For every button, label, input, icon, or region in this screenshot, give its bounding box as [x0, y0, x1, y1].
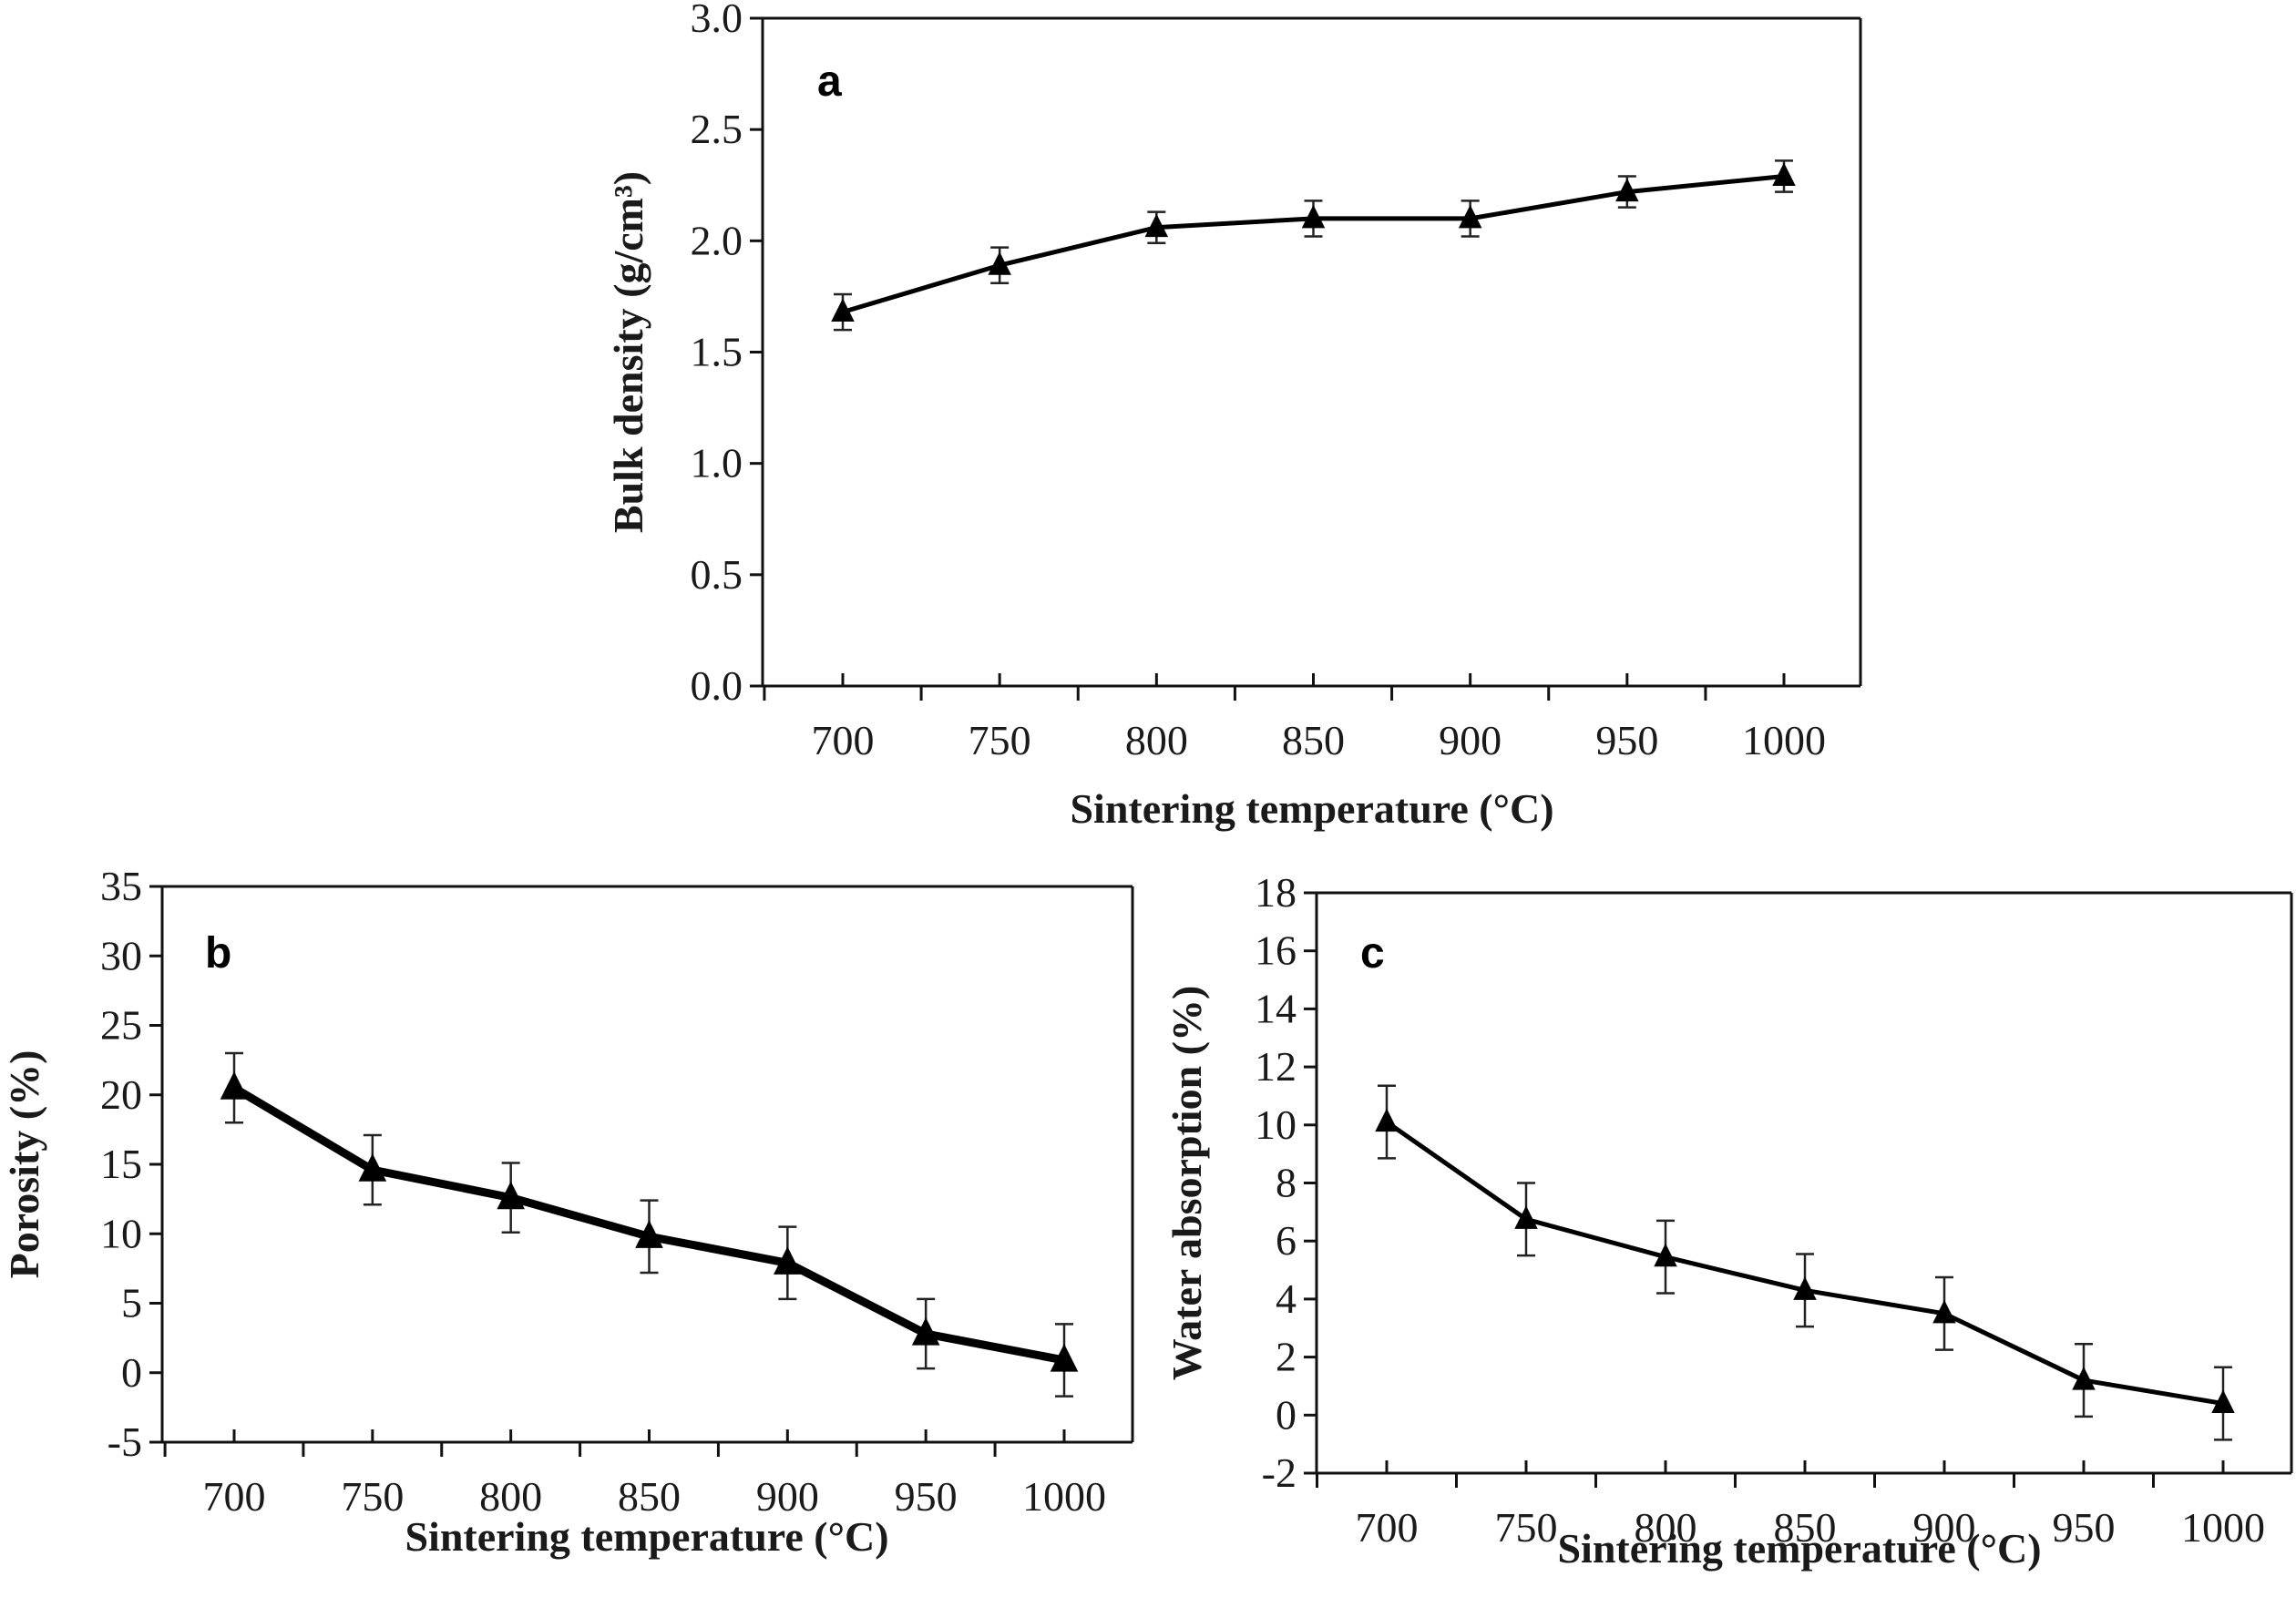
- data-point-triangle: [1514, 1205, 1538, 1229]
- y-tick-label: -5: [108, 1418, 142, 1465]
- y-tick-label: 18: [1255, 869, 1297, 916]
- data-point-triangle: [911, 1317, 940, 1346]
- y-tick-label: 1.5: [691, 329, 743, 375]
- x-tick-label: 950: [1595, 717, 1658, 763]
- chart-panel-a: 0.0 0.5 1.0 1.5 2.0 2.5 3.0 700 750 800 850 900 950 1…: [605, 0, 1862, 832]
- data-point-triangle: [1772, 162, 1796, 186]
- data-point-triangle: [1301, 204, 1326, 229]
- y-tick-label: 14: [1255, 985, 1297, 1031]
- x-tick-label: 900: [1913, 1504, 1976, 1551]
- y-tick-label: 20: [100, 1071, 142, 1118]
- x-tick-label: 800: [1125, 717, 1188, 763]
- data-point-triangle: [1615, 178, 1639, 202]
- x-tick-label: 850: [618, 1473, 681, 1520]
- x-tick-label: 950: [895, 1473, 958, 1520]
- data-point-triangle: [358, 1153, 387, 1182]
- data-point-triangle: [831, 298, 855, 323]
- y-axis-title: Bulk density (g/cm³): [605, 171, 651, 533]
- x-tick-label: 750: [1495, 1504, 1558, 1551]
- data-point-triangle: [1050, 1344, 1079, 1372]
- y-tick-label: 0: [1276, 1391, 1297, 1438]
- y-tick-label: 30: [100, 932, 142, 978]
- data-point-triangle: [988, 251, 1011, 275]
- y-axis-title: Water absorption (%): [1163, 986, 1210, 1381]
- y-tick-label: 5: [121, 1280, 142, 1326]
- y-tick-label: 25: [100, 1002, 142, 1049]
- x-tick-label: 750: [969, 717, 1031, 763]
- data-point-triangle: [2072, 1367, 2096, 1390]
- y-tick-label: 0.5: [691, 551, 743, 598]
- data-point-triangle: [1654, 1243, 1677, 1267]
- x-tick-label: 700: [1356, 1504, 1419, 1551]
- x-tick-label: 950: [2053, 1504, 2116, 1551]
- x-tick-label: 850: [1282, 717, 1345, 763]
- y-tick-label: 2.0: [691, 217, 743, 263]
- y-tick-label: 16: [1255, 927, 1297, 974]
- data-point-triangle: [1793, 1276, 1817, 1300]
- data-point-triangle: [774, 1246, 802, 1275]
- data-point-triangle: [635, 1220, 663, 1248]
- y-tick-label: 35: [100, 863, 142, 909]
- x-tick-label: 800: [479, 1473, 542, 1520]
- series-line: [842, 173, 1785, 314]
- x-tick-label: 700: [812, 717, 875, 763]
- data-point-triangle: [1375, 1108, 1399, 1132]
- y-tick-label: 3.0: [691, 0, 743, 41]
- y-tick-label: 0.0: [691, 662, 743, 709]
- data-point-triangle: [220, 1071, 249, 1100]
- data-point-triangle: [1144, 213, 1169, 238]
- x-tick-label: 900: [1439, 717, 1502, 763]
- panel-label: c: [1360, 929, 1385, 978]
- data-point-triangle: [1932, 1299, 1956, 1324]
- chart-panel-b: -5 0 5 10 15 20 25 30 35 700 750 800 850 900 950 1000 Si…: [1, 863, 1134, 1560]
- x-axis-title: Sintering temperature (°C): [405, 1513, 888, 1560]
- chart-panel-c: -2 0 2 4 6 8 10 12 14 16 18 700 750 800 850 900 950 1000 S…: [1163, 869, 2293, 1572]
- y-tick-label: 10: [100, 1210, 142, 1256]
- data-point-triangle: [2211, 1389, 2235, 1414]
- y-axis-title: Porosity (%): [1, 1050, 47, 1279]
- y-tick-label: 6: [1276, 1217, 1297, 1264]
- x-axis-title: Sintering temperature (°C): [1557, 1525, 2041, 1572]
- x-tick-label: 900: [756, 1473, 819, 1520]
- data-point-triangle: [497, 1181, 525, 1210]
- y-tick-label: 2.5: [691, 106, 743, 152]
- y-tick-label: 0: [121, 1349, 142, 1396]
- y-tick-label: 15: [100, 1141, 142, 1187]
- x-tick-label: 700: [203, 1473, 266, 1520]
- y-tick-label: -2: [1262, 1449, 1297, 1496]
- x-tick-label: 750: [341, 1473, 404, 1520]
- y-tick-label: 4: [1276, 1275, 1297, 1322]
- x-tick-label: 1000: [2181, 1504, 2265, 1551]
- y-tick-label: 2: [1276, 1334, 1297, 1380]
- x-axis-title: Sintering temperature (°C): [1070, 785, 1553, 832]
- y-tick-label: 8: [1276, 1160, 1297, 1206]
- y-tick-label: 12: [1255, 1043, 1297, 1090]
- y-tick-label: 1.0: [691, 440, 743, 486]
- y-tick-label: 10: [1255, 1101, 1297, 1148]
- panel-label: b: [205, 929, 231, 978]
- x-tick-label: 1000: [1022, 1473, 1106, 1520]
- panel-label: a: [817, 57, 842, 106]
- x-tick-label: 1000: [1742, 717, 1826, 763]
- data-point-triangle: [1458, 204, 1482, 229]
- x-tick-label: 800: [1635, 1504, 1697, 1551]
- x-tick-label: 850: [1774, 1504, 1837, 1551]
